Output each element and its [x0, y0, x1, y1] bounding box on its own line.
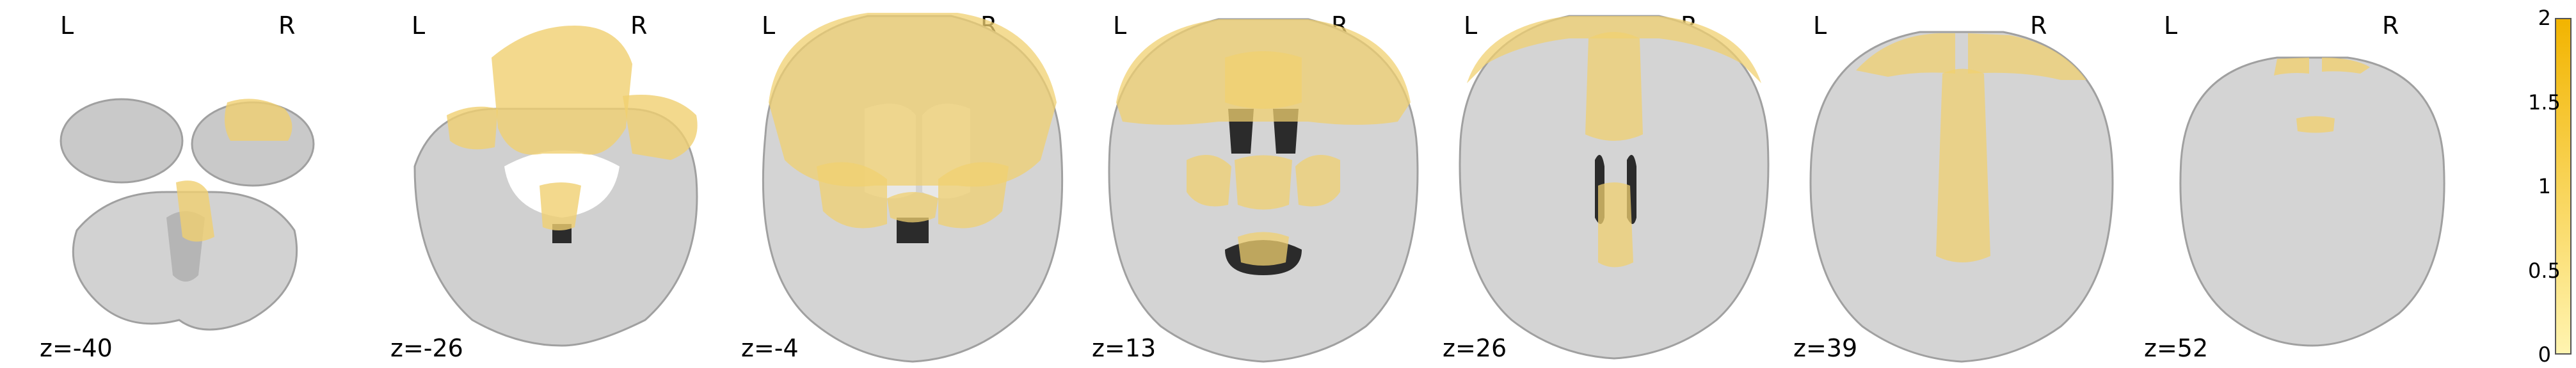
slice-panel-z-minus-4: L R z=-4 — [740, 0, 1091, 368]
colorbar-tick-label: 1.5 — [2528, 90, 2561, 115]
slice-z-label: z=26 — [1443, 334, 1507, 362]
slice-z-label: z=52 — [2144, 334, 2209, 362]
left-orientation-label: L — [60, 12, 74, 40]
right-orientation-label: R — [2030, 12, 2047, 40]
colorbar — [2555, 18, 2572, 355]
brain-slice-image — [413, 26, 698, 347]
slice-z-label: z=-26 — [390, 334, 463, 362]
slice-panel-z-minus-40: L R z=-40 — [38, 0, 389, 368]
brain-slice-image — [1459, 15, 1770, 360]
slice-z-label: z=39 — [1793, 334, 1858, 362]
colorbar-tick-label: 1 — [2538, 174, 2551, 198]
left-orientation-label: L — [1813, 12, 1827, 40]
slice-panel-z-26: L R z=26 — [1441, 0, 1792, 368]
colorbar-tick-label: 0 — [2538, 342, 2551, 367]
left-orientation-label: L — [1113, 12, 1127, 40]
slice-panel-z-13: L R z=13 — [1091, 0, 1441, 368]
right-orientation-label: R — [630, 12, 648, 40]
brain-slice-image — [762, 13, 1064, 363]
left-orientation-label: L — [1464, 12, 1478, 40]
slice-z-label: z=-40 — [40, 334, 113, 362]
brain-slice-image — [60, 98, 315, 331]
slice-panel-z-minus-26: L R z=-26 — [389, 0, 740, 368]
colorbar-tick-label: 2 — [2538, 6, 2551, 30]
right-orientation-label: R — [278, 12, 296, 40]
left-orientation-label: L — [412, 12, 426, 40]
brain-slice-image — [2179, 56, 2445, 347]
colorbar-tick-label: 0.5 — [2528, 259, 2561, 283]
right-orientation-label: R — [2382, 12, 2399, 40]
slice-z-label: z=-4 — [741, 334, 799, 362]
slice-panel-z-39: L R z=39 — [1792, 0, 2143, 368]
brain-slice-image — [1108, 18, 1419, 363]
left-orientation-label: L — [762, 12, 776, 40]
left-orientation-label: L — [2164, 12, 2178, 40]
slice-panel-z-52: L R z=52 — [2143, 0, 2493, 368]
brain-slice-image — [1809, 31, 2114, 363]
slice-z-label: z=13 — [1092, 334, 1156, 362]
